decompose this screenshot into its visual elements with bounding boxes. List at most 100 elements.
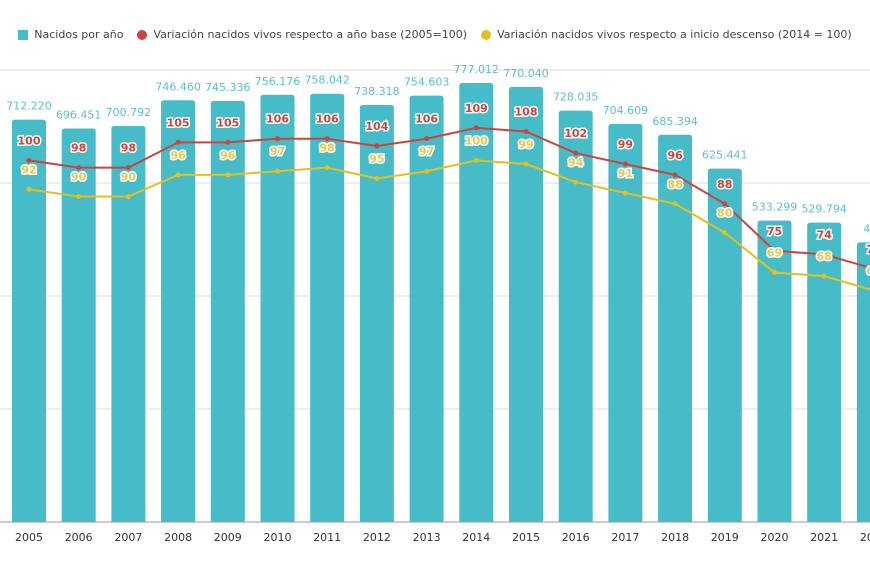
series-point [225,172,231,178]
series-data-label: 98 [71,142,86,155]
series-point [26,186,32,192]
bar-value-label: 770.040 [503,67,549,80]
bar [409,95,444,523]
bar [12,119,46,522]
series-point [473,157,479,163]
bar-value-label: 745.336 [205,81,251,94]
bar [161,100,196,523]
legend-item[interactable]: Nacidos por año [18,28,123,41]
bar [359,104,394,522]
series-point [76,194,82,200]
series-point [573,150,579,156]
series-point [573,179,579,185]
bar [61,128,96,522]
series-point [26,157,32,163]
bar-value-label: 777.012 [454,63,500,76]
series-data-label: 108 [515,105,538,118]
x-tick-label: 2010 [264,531,292,544]
series-data-label: 97 [270,145,285,158]
series-data-label: 88 [717,178,732,191]
series-data-label: 98 [320,142,335,155]
legend-label: Variación nacidos vivos respecto a inici… [497,28,852,41]
series-line [28,126,870,269]
x-tick-label: 2022 [860,531,870,544]
series-data-label: 102 [564,127,587,140]
legend-label: Nacidos por año [34,28,124,41]
series-data-label: 109 [465,102,488,115]
series-point [523,128,529,134]
legend-swatch [137,29,148,40]
bar-value-label: 696.451 [56,109,102,122]
bar [658,134,693,523]
series-point [821,251,827,257]
series-point [722,230,728,236]
bar [707,168,742,522]
series-point [275,168,280,174]
bar [558,110,593,523]
series-data-label: 90 [71,171,87,184]
series-data-label: 98 [121,142,136,155]
series-point [523,161,529,167]
bar [260,94,295,522]
x-tick-label: 2020 [761,531,789,544]
series-point [225,139,231,145]
series-data-label: 95 [369,152,384,165]
series-point [175,139,181,145]
series-data-label: 106 [316,113,339,126]
series-line [28,159,870,291]
x-tick-label: 2011 [313,531,341,544]
series-point [424,168,430,174]
series-point [374,175,380,181]
series-data-label: 96 [667,149,683,162]
series-point [275,136,280,142]
legend: Nacidos por año Variación nacidos vivos r… [0,28,870,41]
bar-value-label: 700.792 [106,106,152,119]
legend-item[interactable]: Variación nacidos vivos respecto a inici… [481,28,852,41]
series-data-label: 100 [18,134,41,147]
series-data-label: 74 [817,228,833,241]
bar-value-label: 712.220 [6,100,52,113]
series-data-label: 106 [415,113,438,126]
series-data-label: 75 [767,225,782,238]
bar-value-label: 495 [863,222,870,235]
series-data-label: 92 [21,163,36,176]
series-data-label: 64 [866,265,870,278]
bar [509,86,543,522]
series-data-label: 90 [121,171,137,184]
bar-value-label: 625.441 [702,149,748,162]
bar-value-label: 746.460 [155,80,201,93]
x-tick-label: 2009 [214,531,242,544]
x-tick-label: 2008 [164,531,192,544]
bar-value-label: 685.394 [652,115,698,128]
bar-value-label: 533.299 [752,201,798,214]
series-data-label: 99 [518,138,533,151]
series-point [772,269,777,275]
legend-swatch [18,29,29,40]
series-data-label: 70 [866,243,870,256]
series-point [424,136,430,142]
x-tick-label: 2015 [512,531,540,544]
series-data-label: 104 [365,120,388,133]
x-tick-label: 2006 [65,531,93,544]
bar [459,82,494,522]
series-data-label: 91 [618,167,633,180]
series-data-label: 105 [216,116,239,129]
series-point [672,201,678,207]
series-data-label: 88 [667,178,682,191]
series-point [722,201,728,207]
bar [757,220,792,522]
series-data-label: 100 [465,134,488,147]
legend-item[interactable]: Variación nacidos vivos respecto a año b… [137,28,467,41]
series-point [175,172,181,178]
bar-value-label: 529.794 [801,203,847,216]
bar-value-label: 754.603 [404,76,450,89]
series-point [374,143,380,149]
bar [210,100,245,522]
bar-value-label: 738.318 [354,85,400,98]
x-tick-label: 2019 [711,531,739,544]
bar-value-label: 756.176 [255,75,301,88]
x-tick-label: 2017 [611,531,639,544]
bar [111,126,146,522]
x-tick-label: 2013 [413,531,441,544]
series-point [622,190,628,196]
